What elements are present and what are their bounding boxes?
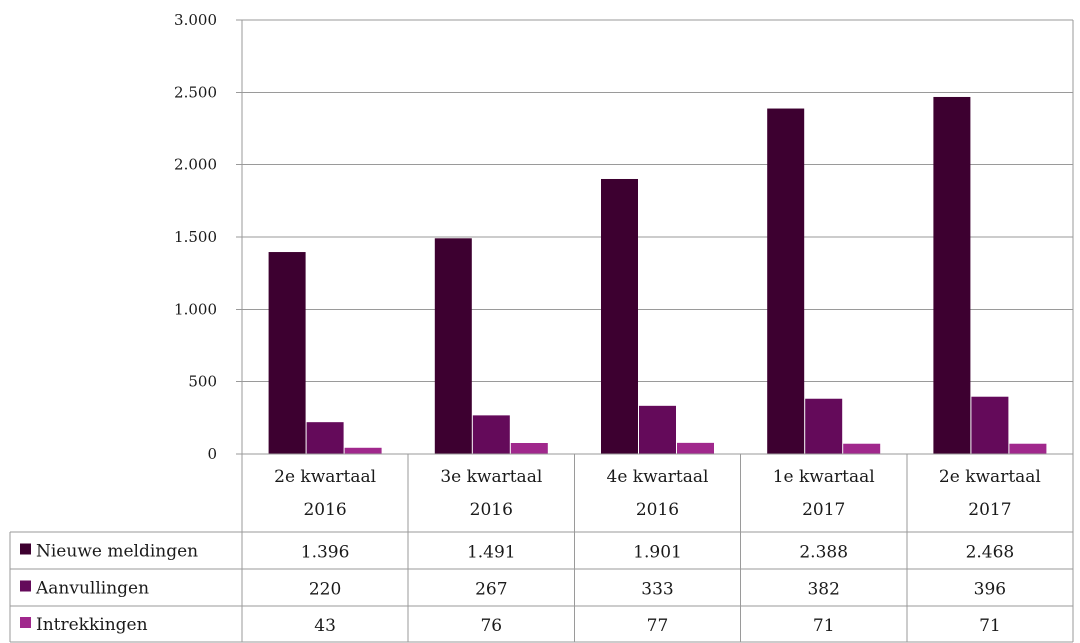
bar — [1009, 443, 1047, 454]
bar — [434, 238, 472, 454]
legend-key — [20, 543, 31, 555]
table-value: 2.388 — [799, 543, 848, 563]
table-value: 2.468 — [966, 543, 1015, 563]
legend-entry: Aanvullingen — [35, 579, 149, 599]
y-tick-label: 500 — [188, 373, 217, 391]
table-value: 43 — [314, 616, 336, 636]
table-value: 1.491 — [467, 543, 516, 563]
bar — [971, 396, 1009, 454]
legend-entry: Intrekkingen — [36, 615, 148, 635]
bar — [767, 108, 805, 454]
table-value: 71 — [813, 616, 835, 636]
bar — [805, 398, 843, 454]
table-value: 77 — [647, 616, 669, 636]
category-label: 3e kwartaal — [440, 467, 542, 487]
y-tick-label: 0 — [207, 445, 217, 463]
bar — [843, 443, 881, 454]
y-tick-label: 1.000 — [174, 300, 217, 318]
legend-entry: Nieuwe meldingen — [36, 542, 198, 562]
bar — [472, 415, 510, 454]
legend-key — [20, 580, 31, 592]
table-value: 396 — [974, 580, 1006, 600]
bar — [344, 447, 382, 454]
category-label: 1e kwartaal — [773, 467, 875, 487]
y-tick-label: 1.500 — [174, 228, 217, 246]
bar — [677, 442, 714, 454]
category-label: 2017 — [802, 500, 845, 520]
category-label: 2017 — [968, 500, 1011, 520]
category-label: 2e kwartaal — [274, 467, 376, 487]
category-label: 2016 — [303, 500, 346, 520]
table-value: 220 — [309, 580, 341, 600]
table-value: 382 — [807, 580, 839, 600]
bar — [510, 443, 548, 454]
y-tick-label: 2.000 — [174, 156, 217, 174]
table-value: 76 — [480, 616, 502, 636]
category-label: 2016 — [470, 500, 513, 520]
table-value: 267 — [475, 580, 507, 600]
table-value: 71 — [979, 616, 1001, 636]
category-label: 4e kwartaal — [607, 467, 709, 487]
table-value: 333 — [641, 580, 673, 600]
bar — [933, 96, 971, 454]
bar — [601, 178, 638, 455]
category-label: 2e kwartaal — [939, 467, 1041, 487]
bar — [268, 252, 306, 454]
table-value: 1.901 — [633, 543, 682, 563]
category-label: 2016 — [636, 500, 679, 520]
legend-key — [20, 617, 31, 628]
y-tick-label: 2.500 — [174, 83, 217, 101]
table-value: 1.396 — [301, 543, 350, 563]
y-tick-label: 3.000 — [174, 11, 217, 29]
bar — [306, 422, 344, 454]
bar — [639, 405, 676, 454]
